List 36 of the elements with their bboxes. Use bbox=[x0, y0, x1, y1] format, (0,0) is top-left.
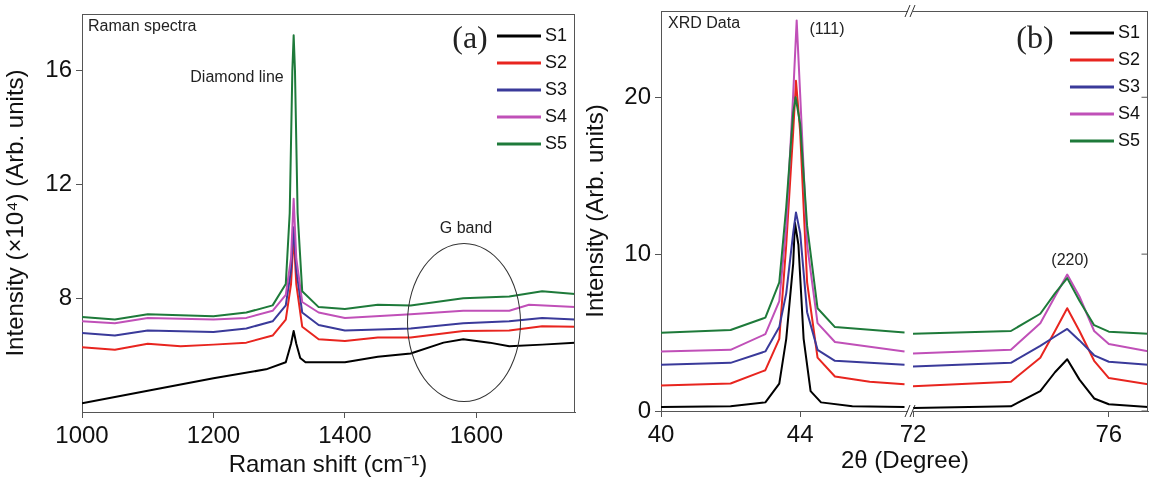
annotation: Raman spectra bbox=[88, 17, 197, 35]
annotation: (b) bbox=[1016, 19, 1054, 56]
y-tick-label: 0 bbox=[637, 395, 651, 423]
legend-label: S3 bbox=[544, 78, 568, 99]
legend-label: S1 bbox=[544, 24, 568, 45]
y-tick-label: 8 bbox=[58, 282, 72, 310]
x-tick-label: 40 bbox=[647, 420, 675, 448]
legend-label: S5 bbox=[1117, 129, 1141, 150]
annotation: (a) bbox=[452, 19, 488, 56]
legend-label: S5 bbox=[544, 132, 568, 153]
y-axis-title: Intensity (Arb. units) bbox=[581, 104, 609, 318]
annotation: G band bbox=[439, 219, 493, 237]
legend-label: S2 bbox=[544, 51, 568, 72]
legend-label: S4 bbox=[1117, 102, 1141, 123]
x-tick-label: 1200 bbox=[186, 421, 241, 449]
legend-label: S2 bbox=[1117, 48, 1141, 69]
x-tick-label: 1600 bbox=[449, 421, 504, 449]
y-tick-label: 20 bbox=[624, 81, 651, 109]
y-axis-title: Intensity (×10⁴) (Arb. units) bbox=[1, 69, 29, 357]
annotation: Diamond line bbox=[190, 68, 284, 86]
legend-label: S3 bbox=[1117, 75, 1141, 96]
legend-label: S4 bbox=[544, 105, 568, 126]
annotation: (220) bbox=[1051, 251, 1089, 269]
x-tick-label: 72 bbox=[899, 420, 927, 448]
x-tick-label: 44 bbox=[786, 420, 814, 448]
annotation: (111) bbox=[809, 20, 845, 38]
x-tick-label: 1400 bbox=[318, 421, 372, 449]
legend-label: S1 bbox=[1117, 21, 1141, 42]
x-axis-title: 2θ (Degree) bbox=[840, 446, 970, 474]
x-axis-title: Raman shift (cm⁻¹) bbox=[228, 450, 428, 477]
x-tick-label: 76 bbox=[1095, 420, 1123, 448]
y-tick-label: 12 bbox=[45, 169, 72, 197]
y-tick-label: 10 bbox=[624, 238, 651, 266]
annotation: XRD Data bbox=[668, 14, 741, 32]
x-tick-label: 1000 bbox=[55, 421, 109, 449]
y-tick-label: 16 bbox=[45, 55, 72, 83]
